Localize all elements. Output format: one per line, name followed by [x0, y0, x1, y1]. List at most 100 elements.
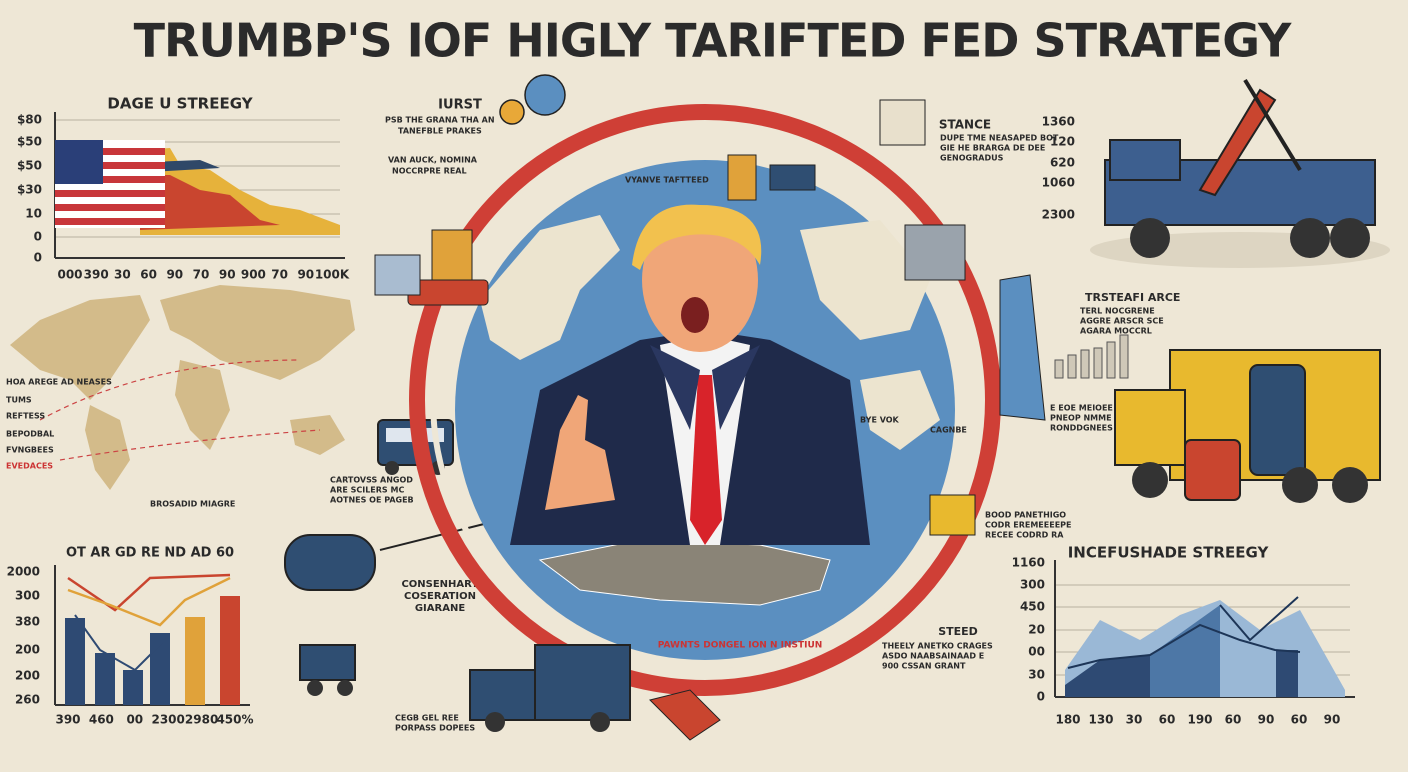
y-tick-label: 10 [25, 207, 42, 221]
label: RONDDGNEES [1050, 424, 1113, 433]
barrel [284, 534, 376, 591]
x-tick-label: 130 [1088, 713, 1113, 727]
y-tick-label: $50 [17, 135, 42, 149]
label: CODR EREMEEEEPE [985, 521, 1072, 530]
y-tick-label: $30 [17, 183, 42, 197]
x-tick-label: 90 [1258, 713, 1275, 727]
tick-label: 120 [1050, 135, 1075, 149]
x-tick-label: 70 [193, 268, 210, 282]
y-tick-label: 260 [15, 693, 40, 707]
machine [904, 224, 966, 281]
crate [431, 229, 473, 281]
bottom-right-chart: INCEFUSHADE STREEGY [1054, 544, 1355, 698]
x-tick-label: 2300 [151, 713, 184, 727]
yellow-truck [1114, 349, 1381, 503]
x-tick-label: 60 [1225, 713, 1242, 727]
label: TUMS [6, 396, 32, 405]
x-tick-label: 60 [140, 268, 157, 282]
label: NOCCRPRE REAL [392, 167, 467, 176]
x-tick-label: 000 [57, 268, 82, 282]
y-tick-label: 300 [1020, 578, 1045, 592]
chart-heading: INCEFUSHADE STREEGY [1068, 544, 1270, 562]
arrow [379, 519, 501, 551]
x-tick-label: 90 [166, 268, 183, 282]
label: BOOD PANETHIGO [985, 511, 1066, 520]
x-tick-label: 450% [216, 713, 253, 727]
label: HOA AREGE AD NEASES [6, 378, 112, 387]
y-tick-label: 450 [1020, 600, 1045, 614]
x-tick-label: 180 [1055, 713, 1080, 727]
cart [299, 644, 356, 696]
label: GIARANE [415, 603, 465, 614]
label: PAWNTS DONGEL ION N INSTIUN [658, 641, 823, 651]
flag [55, 140, 165, 228]
y-tick-label: 30 [1028, 668, 1045, 682]
y-tick-label: 00 [1028, 645, 1045, 659]
tick-label: 2300 [1042, 208, 1075, 222]
x-tick-label: 00 [126, 713, 143, 727]
globe-icon [524, 74, 566, 116]
label: FVNGBEES [6, 446, 54, 455]
x-tick-labels: 000 390 30 60 90 70 90 900 70 90 100K [57, 268, 349, 282]
ring [409, 104, 1001, 696]
figure [510, 204, 870, 545]
x-tick-label: 100K [315, 268, 350, 282]
x-tick-label: 70 [271, 268, 288, 282]
truck-icon [929, 494, 976, 536]
mini-bars [1054, 334, 1129, 379]
label: AOTNES OE PAGEB [330, 496, 414, 505]
label: BROSADID MIAGRE [150, 500, 235, 509]
x-tick-label: 90 [219, 268, 236, 282]
y-tick-label: 0 [34, 251, 42, 265]
truck-icon [769, 164, 816, 191]
world-map [10, 285, 355, 490]
y-tick-label: $80 [17, 113, 42, 127]
crate [727, 154, 757, 201]
label: BEPODBAL [6, 430, 54, 439]
label: CARTOVSS ANGOD [330, 476, 413, 485]
tick-label: 620 [1050, 156, 1075, 170]
label: EVEDACES [6, 462, 53, 471]
y-tick-label: 300 [15, 589, 40, 603]
label: CONSENHARY [401, 579, 479, 590]
y-tick-label: 2000 [7, 565, 40, 579]
box [374, 254, 421, 296]
label: REFTESS [6, 412, 45, 421]
x-tick-label: 30 [114, 268, 131, 282]
label: COSERATION [404, 591, 476, 602]
y-tick-label: 20 [1028, 623, 1045, 637]
y-tick-label: 1160 [1012, 556, 1045, 570]
label: 900 CSSAN GRANT [882, 662, 966, 671]
title: TRUMBP'S IOF HIGLY TARIFTED FED STRATEGY [134, 14, 1292, 68]
label: GIE HE BRARGA DE DEE [940, 144, 1045, 153]
y-tick-label: 380 [15, 615, 40, 629]
banner [999, 274, 1046, 421]
blue-truck [469, 644, 631, 732]
label: AGARA MOCCRL [1080, 327, 1152, 336]
x-tick-label: 390 [55, 713, 80, 727]
label: PNEOP NMME MSEEEE [1050, 414, 1150, 423]
x-tick-label: 2980 [185, 713, 218, 727]
label: VYANVE TAFTTEED [625, 176, 709, 185]
label: CEGB GEL REE [395, 714, 459, 723]
tick-label: 1060 [1042, 176, 1075, 190]
y-tick-label: 200 [15, 669, 40, 683]
icon [649, 689, 721, 741]
x-tick-label: 90 [1324, 713, 1341, 727]
label: TERL NOCGRENE [1080, 307, 1155, 316]
label: E EOE MEIOEE DDE [1050, 404, 1134, 413]
x-tick-label: 90 [297, 268, 314, 282]
label: ARE SCILERS MC [330, 486, 404, 495]
label: STEED [938, 625, 978, 638]
label: VAN AUCK, NOMINA [388, 156, 478, 165]
y-tick-label: $50 [17, 159, 42, 173]
label: THEELY ANETKO CRAGES [882, 642, 993, 651]
area [150, 160, 220, 172]
icon [879, 99, 926, 146]
label: AGGRE ARSCR SCE [1080, 317, 1164, 326]
label: STANCE [939, 118, 991, 132]
chart-heading: DAGE U STREEGY [107, 95, 253, 113]
